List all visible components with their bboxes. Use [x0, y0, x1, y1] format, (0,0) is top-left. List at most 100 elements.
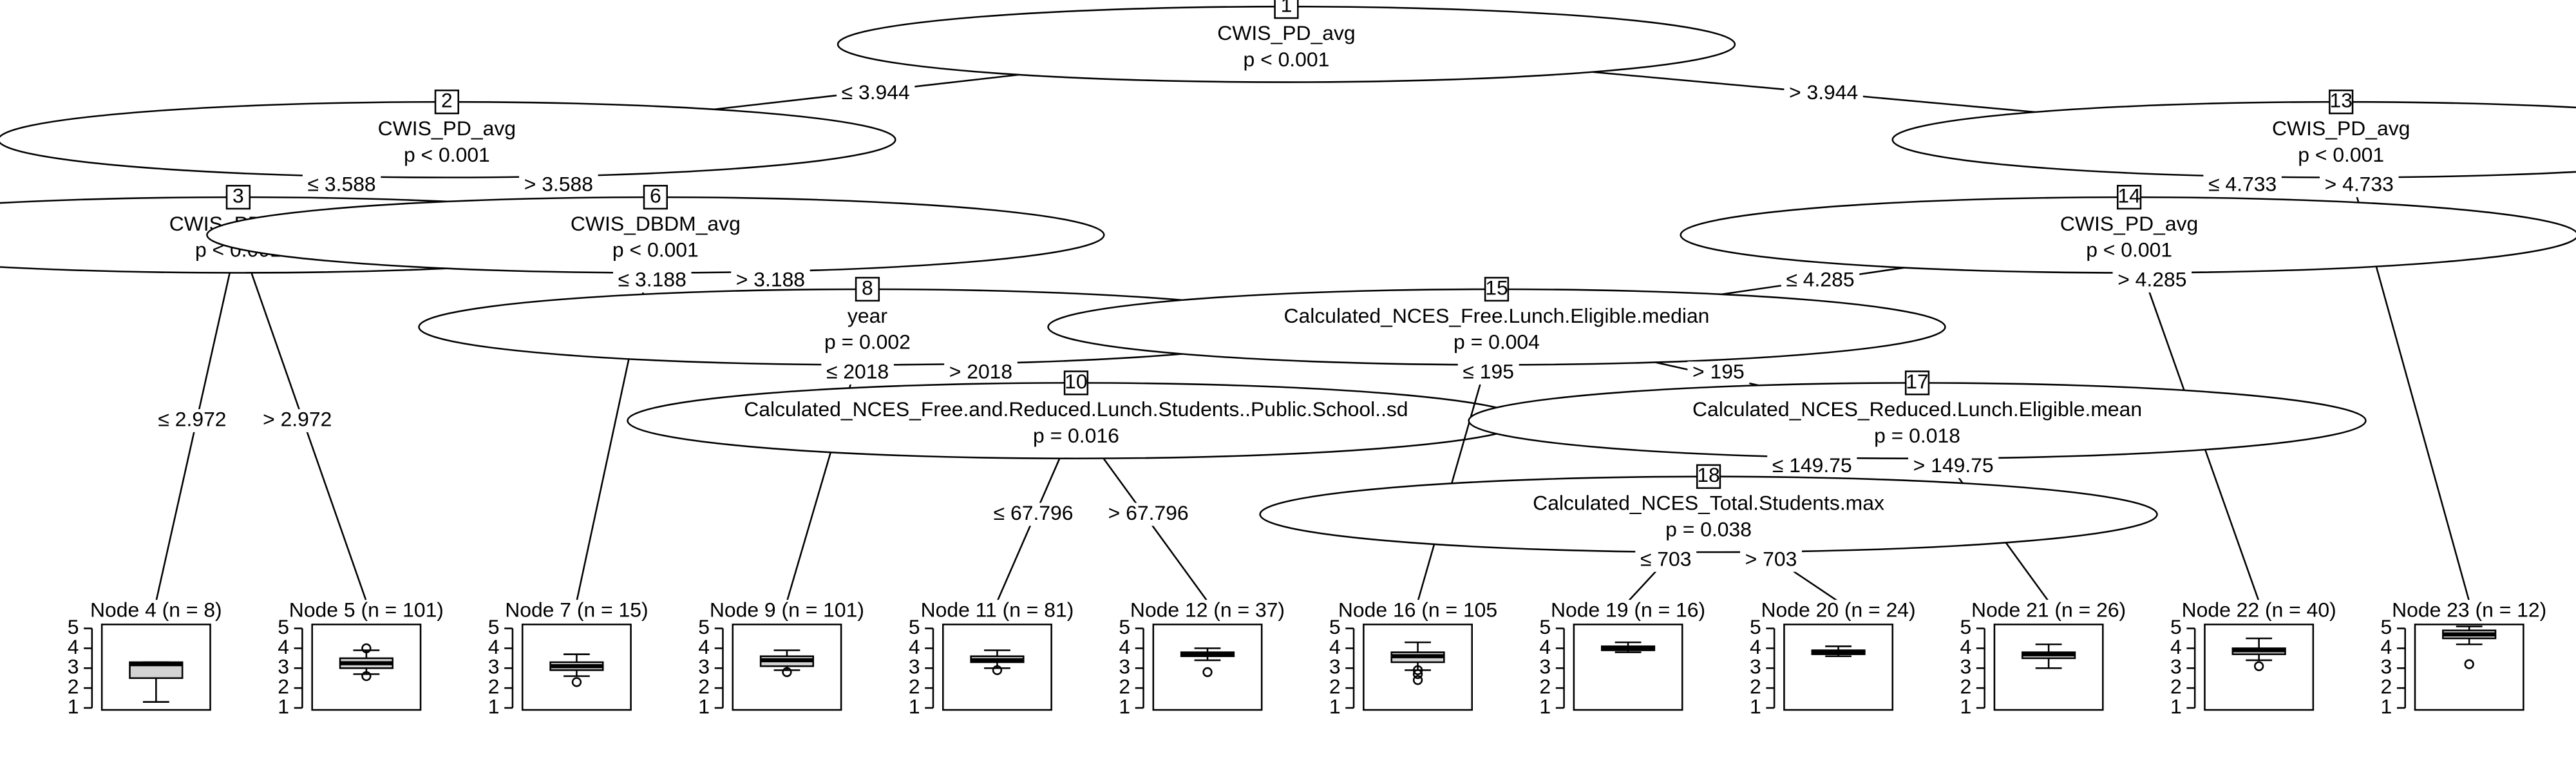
y-tick-label: 4: [1750, 635, 1761, 658]
y-tick-label: 5: [488, 615, 500, 638]
node-id-box: [434, 90, 460, 115]
y-tick-label: 2: [488, 675, 500, 698]
edge-label-bg: [258, 409, 337, 432]
terminal-label: Node 5 (n = 101): [289, 598, 444, 621]
split-p-value: p = 0.016: [1033, 424, 1119, 447]
terminal-label: Node 19 (n = 16): [1551, 598, 1705, 621]
edge-label: ≤ 195: [1463, 360, 1514, 383]
outlier: [361, 643, 372, 654]
boxplot-panel: [521, 624, 632, 711]
edge-label-bg: [613, 269, 692, 293]
edge-label-bg: [2319, 174, 2399, 198]
y-tick-label: 4: [278, 635, 289, 658]
split-p-value: p < 0.001: [612, 238, 699, 262]
edge-label: > 2.972: [263, 407, 332, 430]
outlier: [992, 665, 1003, 675]
terminal-label-bg: [1967, 600, 2130, 623]
outlier: [1412, 669, 1423, 680]
node-id-box: [1904, 370, 1930, 396]
edge-label-bg: [519, 174, 598, 198]
y-tick-label: 2: [698, 675, 710, 698]
split-variable: CWIS_PD_avg: [1217, 21, 1355, 44]
split-variable: year: [848, 304, 887, 327]
node-id: 2: [441, 89, 453, 112]
edge-label-bg: [1767, 455, 1857, 479]
y-tick-label: 4: [1960, 635, 1971, 658]
y-tick-label: 3: [698, 655, 710, 678]
edge-label-bg: [153, 409, 232, 432]
y-tick-label: 3: [488, 655, 500, 678]
y-tick-label: 4: [2170, 635, 2182, 658]
outlier: [782, 667, 792, 678]
edge-label: > 3.944: [1789, 81, 1858, 104]
y-tick-label: 3: [1539, 655, 1551, 678]
y-tick-label: 3: [2381, 655, 2392, 678]
node-id: 13: [2329, 89, 2352, 112]
y-tick-label: 1: [909, 694, 920, 718]
y-tick-label: 1: [698, 694, 710, 718]
y-tick-label: 5: [1329, 615, 1341, 638]
node-id-box: [2329, 90, 2354, 115]
split-p-value: p = 0.038: [1665, 517, 1752, 540]
edge-label-bg: [2112, 269, 2192, 293]
boxplot-panel: [2204, 624, 2315, 711]
y-tick-label: 1: [1119, 694, 1130, 718]
y-tick-label: 2: [1750, 675, 1761, 698]
y-tick-label: 4: [68, 635, 79, 658]
y-tick-label: 5: [2170, 615, 2182, 638]
terminal-label-bg: [1334, 600, 1501, 623]
edge-label-bg: [989, 502, 1079, 526]
y-tick-label: 5: [68, 615, 79, 638]
y-tick-label: 4: [909, 635, 920, 658]
terminal-label: Node 23 (n = 12): [2392, 598, 2546, 621]
terminal-label: Node 12 (n = 37): [1130, 598, 1285, 621]
split-p-value: p = 0.002: [824, 330, 911, 354]
node-id: 10: [1065, 370, 1087, 393]
split-p-value: p = 0.004: [1454, 330, 1540, 354]
y-tick-label: 3: [2170, 655, 2182, 678]
edge-label: ≤ 3.944: [842, 81, 910, 104]
outlier: [2254, 661, 2264, 671]
edge-line: [1103, 457, 1209, 602]
split-p-value: p < 0.001: [404, 143, 490, 166]
node-id: 8: [862, 276, 873, 299]
split-variable: Calculated_NCES_Total.Students.max: [1533, 491, 1884, 515]
edge-label-bg: [1103, 502, 1194, 526]
terminal-label: Node 11 (n = 81): [921, 598, 1074, 621]
edge-label: ≤ 3.588: [308, 173, 376, 196]
y-tick-label: 2: [1329, 675, 1341, 698]
boxplot-panel: [311, 624, 422, 711]
edge-label: > 703: [1745, 547, 1797, 570]
edge-label-bg: [1687, 361, 1750, 385]
y-tick-label: 2: [1119, 675, 1130, 698]
edge-line: [996, 458, 1061, 602]
edge-line: [155, 272, 231, 602]
edge-label: > 4.733: [2325, 173, 2394, 196]
y-tick-label: 1: [1329, 694, 1341, 718]
y-tick-label: 4: [1329, 635, 1341, 658]
terminal-label: Node 9 (n = 101): [710, 598, 864, 621]
edge-label-bg: [2203, 174, 2282, 198]
node-id-box: [1274, 0, 1299, 19]
edge-label-bg: [1781, 269, 1860, 293]
node-id-box: [643, 184, 668, 210]
y-tick-label: 1: [1539, 694, 1551, 718]
y-tick-label: 3: [1119, 655, 1130, 678]
split-variable: CWIS_PD_avg: [2060, 212, 2198, 235]
y-tick-label: 3: [909, 655, 920, 678]
node-id: 6: [650, 184, 661, 207]
y-tick-label: 2: [909, 675, 920, 698]
edge-label: > 67.796: [1108, 501, 1189, 524]
boxplot-panel: [1363, 624, 1473, 711]
outlier: [1412, 665, 1423, 675]
y-tick-label: 3: [278, 655, 289, 678]
y-tick-label: 4: [698, 635, 710, 658]
edge-label-bg: [821, 361, 894, 385]
boxplot-panel: [1573, 624, 1683, 711]
node-id-box: [855, 276, 880, 302]
edge-label-bg: [1635, 549, 1697, 572]
edge-label: ≤ 2.972: [158, 407, 226, 430]
y-tick-label: 5: [2381, 615, 2392, 638]
y-tick-label: 4: [2381, 635, 2392, 658]
